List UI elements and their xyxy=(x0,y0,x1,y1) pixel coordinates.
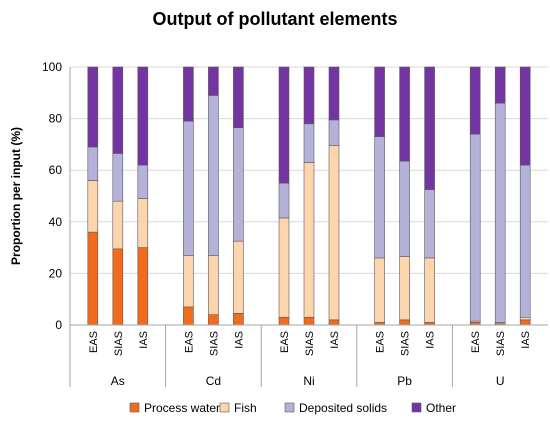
bar-segment xyxy=(424,257,435,323)
bar-segment xyxy=(278,316,290,326)
bar-segment xyxy=(233,66,244,128)
x-tick-label: IAS xyxy=(233,331,245,349)
bar-segment xyxy=(303,123,315,163)
x-tick-label: SIAS xyxy=(400,331,412,356)
bar-segment xyxy=(183,120,194,256)
bar-segment xyxy=(208,66,219,96)
bar-segment xyxy=(328,66,340,121)
bar-segment xyxy=(137,198,149,248)
bar-segment xyxy=(399,160,410,257)
bar-segment xyxy=(424,189,435,259)
y-tick-label: 80 xyxy=(49,112,63,126)
y-tick-label: 20 xyxy=(49,266,63,280)
group-label: Pb xyxy=(397,374,412,388)
legend-swatch xyxy=(411,402,422,413)
bar-segment xyxy=(208,255,219,315)
bar-segment xyxy=(424,66,435,190)
x-tick-label: EAS xyxy=(183,331,195,353)
x-tick-label: IAS xyxy=(329,331,341,349)
bar-segment xyxy=(519,164,531,318)
bar-segment xyxy=(112,66,124,154)
x-tick-label: SIAS xyxy=(208,331,220,356)
bar-segment xyxy=(278,66,290,184)
bar-segment xyxy=(328,319,340,326)
bar-segment xyxy=(328,119,340,146)
bar-segment xyxy=(374,66,385,137)
bar-segment xyxy=(137,66,149,166)
bars xyxy=(87,66,531,326)
bar-segment xyxy=(233,313,244,326)
bar-segment xyxy=(519,66,531,166)
bar-segment xyxy=(233,240,244,314)
legend-label: Deposited solids xyxy=(299,401,387,415)
legend-swatch xyxy=(129,402,140,413)
group-label: U xyxy=(496,374,505,388)
bar-segment xyxy=(303,162,315,318)
bar-segment xyxy=(519,316,531,321)
group-label: As xyxy=(111,374,125,388)
bar-segment xyxy=(208,314,219,326)
bar-segment xyxy=(278,217,290,318)
legend-label: Process water xyxy=(144,401,220,415)
chart-title: Output of pollutant elements xyxy=(153,9,398,29)
bar-segment xyxy=(494,66,506,104)
x-tick-label: SIAS xyxy=(304,331,316,356)
legend: Process water Fish Deposited solids Other xyxy=(129,401,456,415)
bar-segment xyxy=(399,256,410,321)
y-tick-label: 60 xyxy=(49,163,63,177)
bar-segment xyxy=(183,66,194,122)
bar-segment xyxy=(112,248,124,326)
bar-segment xyxy=(87,146,99,181)
x-tick-label: EAS xyxy=(88,331,100,353)
y-tick-label: 40 xyxy=(49,215,63,229)
bar-segment xyxy=(87,180,99,233)
group-label: Ni xyxy=(303,374,314,388)
legend-label: Fish xyxy=(234,401,257,415)
bar-segment xyxy=(469,66,481,135)
x-tick-label: IAS xyxy=(520,331,532,349)
bar-segment xyxy=(87,231,99,326)
x-tick-label: EAS xyxy=(279,331,291,353)
x-tick-label: EAS xyxy=(375,331,387,353)
bar-segment xyxy=(303,316,315,326)
x-tick-label: SIAS xyxy=(113,331,125,356)
y-axis-label: Proportion per input (%) xyxy=(9,127,23,265)
bar-segment xyxy=(519,319,531,326)
y-tick-label: 100 xyxy=(42,60,62,74)
bar-segment xyxy=(87,66,99,148)
bar-segment xyxy=(494,102,506,323)
bar-segment xyxy=(278,182,290,219)
bar-segment xyxy=(112,153,124,202)
bar-segment xyxy=(183,306,194,326)
x-tick-label: IAS xyxy=(138,331,150,349)
x-tick-label: SIAS xyxy=(495,331,507,356)
bar-segment xyxy=(183,255,194,308)
bar-segment xyxy=(328,145,340,321)
bar-segment xyxy=(374,136,385,259)
legend-swatch xyxy=(284,402,295,413)
x-tick-label: IAS xyxy=(425,331,437,349)
bar-segment xyxy=(469,133,481,322)
bar-segment xyxy=(208,95,219,256)
group-label: Cd xyxy=(206,374,221,388)
axes: 0 20 40 60 80 100 EAS SIAS IAS As EAS SIAS IAS Cd EAS S… xyxy=(42,60,548,388)
bar-segment xyxy=(137,164,149,199)
bar-segment xyxy=(112,200,124,250)
legend-label: Other xyxy=(426,401,456,415)
bar-segment xyxy=(303,66,315,125)
bar-segment xyxy=(137,247,149,326)
bar-segment xyxy=(374,257,385,323)
x-tick-label: EAS xyxy=(470,331,482,353)
bar-segment xyxy=(399,66,410,162)
y-tick-label: 0 xyxy=(55,318,62,332)
legend-swatch xyxy=(219,402,230,413)
bar-segment xyxy=(233,127,244,242)
bar-segment xyxy=(399,319,410,326)
